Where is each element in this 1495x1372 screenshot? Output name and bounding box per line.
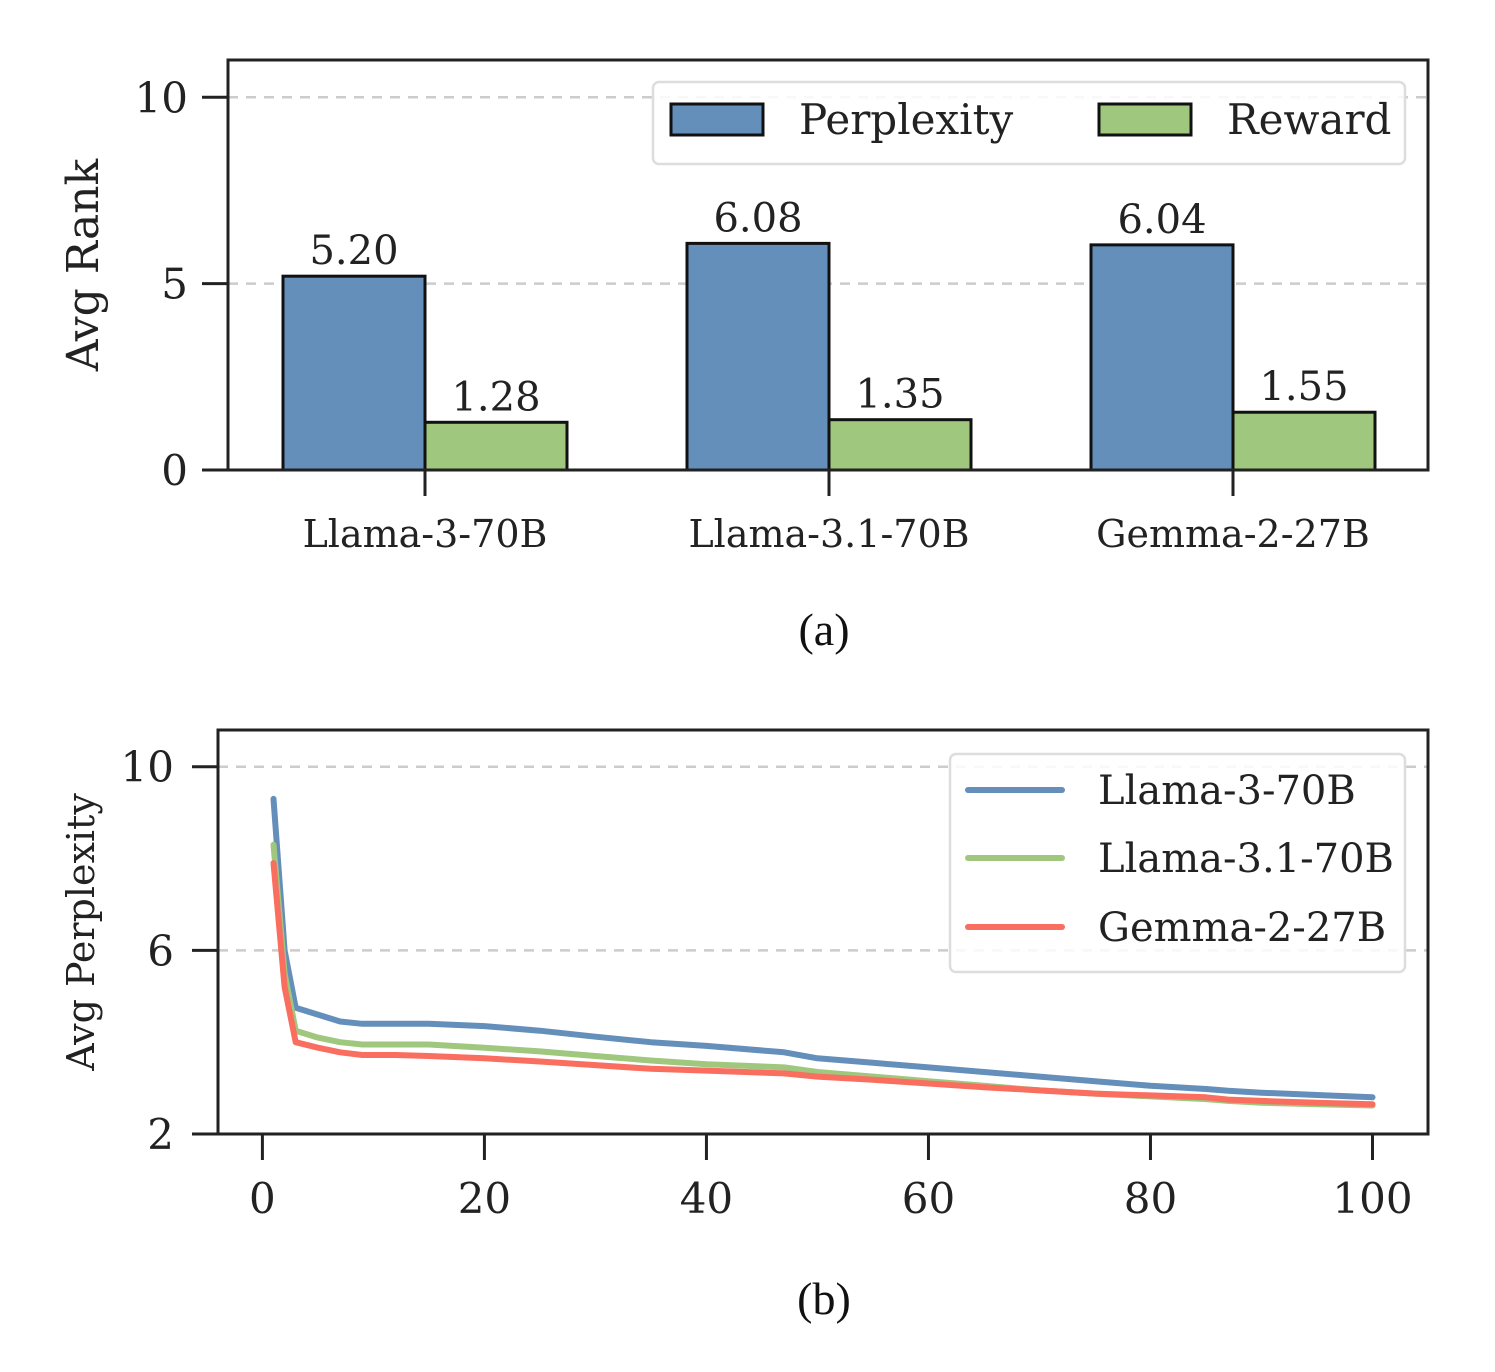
y-tick-label: 0	[161, 446, 188, 495]
legend-label: Perplexity	[799, 95, 1013, 144]
legend-label: Llama-3.1-70B	[1098, 836, 1394, 882]
legend-label: Reward	[1227, 95, 1391, 144]
y-tick-label: 6	[147, 926, 174, 975]
legend-swatch-perplexity	[669, 102, 765, 137]
line-gemma-2-27b	[270, 860, 1376, 1108]
bar-reward	[827, 418, 973, 472]
bar-value-label: 1.55	[1259, 364, 1348, 410]
y-axis-ticks: 2 6 10	[121, 743, 218, 1159]
line-chart-panel: 2 6 10 0 20 40 60 80 100 Avg Perplexity Llama-3…	[59, 728, 1430, 1324]
y-axis-ticks: 0 5 10	[135, 73, 228, 495]
plot-frame	[216, 728, 1430, 1136]
bar-chart-panel: 5.20 1.28 6.08 1.35 6.04 1.55 0 5 10 Llama-3-70…	[58, 58, 1430, 655]
bar-reward	[423, 420, 569, 472]
legend: Llama-3-70B Llama-3.1-70B Gemma-2-27B	[948, 752, 1407, 974]
x-tick-label: Llama-3.1-70B	[688, 512, 969, 556]
legend-label: Llama-3-70B	[1098, 768, 1356, 814]
bar-perplexity	[685, 241, 831, 472]
x-tick-label: 100	[1332, 1174, 1412, 1223]
caption: (b)	[797, 1273, 851, 1324]
bar-perplexity	[281, 274, 427, 472]
bars	[281, 241, 1377, 472]
y-tick-label: 10	[135, 73, 188, 122]
bar-value-label: 5.20	[309, 228, 398, 274]
y-axis-label: Avg Perplexity	[59, 793, 103, 1072]
x-tick-label: 60	[902, 1174, 955, 1223]
y-tick-label: 2	[147, 1110, 174, 1159]
x-tick-label: 0	[249, 1174, 276, 1223]
y-tick-label: 5	[161, 260, 188, 309]
x-tick-label: 80	[1124, 1174, 1177, 1223]
bar-value-label: 6.04	[1117, 197, 1206, 243]
series-lines	[270, 795, 1376, 1109]
legend-swatch-reward	[1097, 102, 1193, 137]
legend-box	[651, 80, 1407, 166]
line-llama-3-70b	[270, 795, 1376, 1101]
x-tick-label: 40	[680, 1174, 733, 1223]
caption: (a)	[798, 604, 849, 655]
bar-reward	[1231, 410, 1377, 472]
bar-value-label: 1.28	[451, 374, 540, 420]
x-tick-label: Llama-3-70B	[303, 512, 548, 556]
x-tick-label: Gemma-2-27B	[1096, 512, 1370, 556]
y-axis-label: Avg Rank	[58, 158, 109, 372]
legend: Perplexity Reward	[651, 80, 1407, 166]
x-axis-ticks: 0 20 40 60 80 100	[249, 1134, 1413, 1223]
bar-value-label: 1.35	[855, 372, 944, 418]
bar-value-labels: 5.20 1.28 6.08 1.35 6.04 1.55	[309, 195, 1348, 420]
x-axis-ticks: Llama-3-70B Llama-3.1-70B Gemma-2-27B	[303, 470, 1370, 556]
x-tick-label: 20	[458, 1174, 511, 1223]
y-tick-label: 10	[121, 743, 174, 792]
bar-value-label: 6.08	[713, 195, 802, 241]
legend-box	[948, 752, 1407, 974]
bar-perplexity	[1089, 243, 1235, 472]
legend-label: Gemma-2-27B	[1098, 905, 1386, 951]
